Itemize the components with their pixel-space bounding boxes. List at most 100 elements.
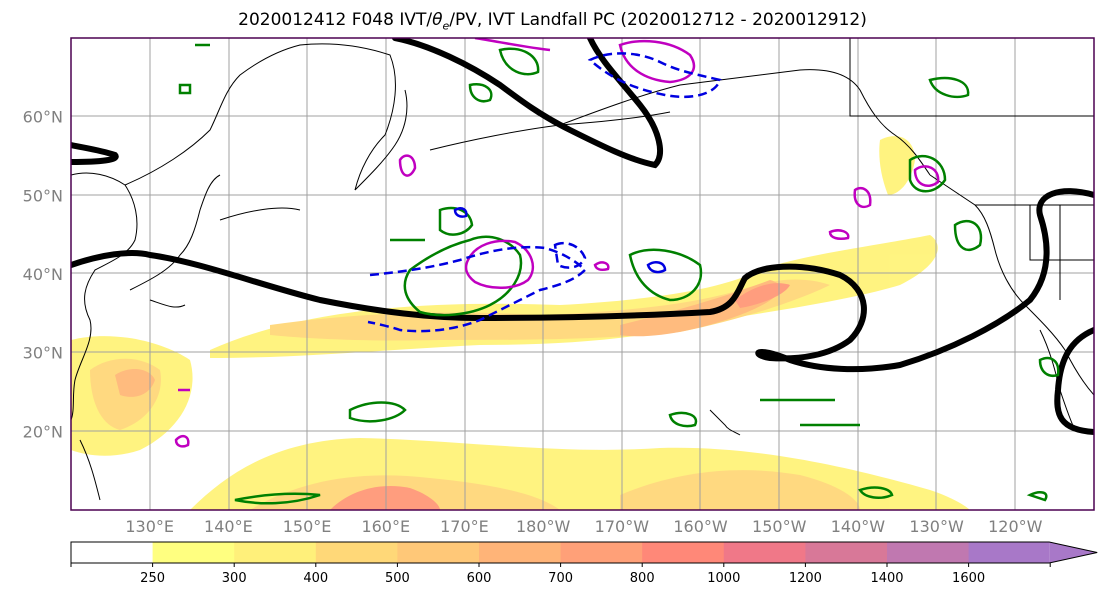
colorbar-swatch xyxy=(887,542,970,563)
coast-alaska xyxy=(559,69,931,176)
latitude-labels: 60°N 50°N 40°N 30°N 20°N xyxy=(23,108,63,442)
colorbar-swatch xyxy=(315,542,398,563)
ivt-shade-tropical-max xyxy=(330,486,440,510)
colorbar-swatch xyxy=(560,542,643,563)
lon-label: 130°W xyxy=(909,517,964,536)
colorbar-swatch xyxy=(479,542,562,563)
border-us-canada xyxy=(849,38,1094,117)
lon-label: 130°E xyxy=(125,517,174,536)
lon-label: 150°W xyxy=(752,517,807,536)
blue-solid-contour-1 xyxy=(646,261,667,274)
chart-title: 2020012412 F048 IVT/θe/PV, IVT Landfall … xyxy=(238,10,867,33)
colorbar-tick-label: 600 xyxy=(467,571,492,586)
colorbar-swatch xyxy=(968,542,1050,563)
colorbar-tick-label: 250 xyxy=(140,571,165,586)
magenta-contour-north-2 xyxy=(474,38,551,52)
map-frame xyxy=(70,37,1095,511)
colorbar-swatch xyxy=(723,542,806,563)
coast-philippines xyxy=(79,439,101,501)
blue-solid-contours xyxy=(453,207,667,274)
lat-label: 60°N xyxy=(23,108,63,127)
blue-contour-central-2 xyxy=(553,241,587,269)
colorbar-outline xyxy=(70,541,1098,564)
green-contour-small-1 xyxy=(178,83,192,95)
green-contour-small-3 xyxy=(668,411,698,428)
colorbar-tick-label: 1000 xyxy=(707,571,740,586)
colorbar-tick-label: 1200 xyxy=(789,571,822,586)
lon-label: 150°E xyxy=(283,517,332,536)
colorbar-tick-label: 700 xyxy=(548,571,573,586)
ivt-shade-central-max xyxy=(735,283,790,308)
lon-label: 140°E xyxy=(204,517,253,536)
colorbar-swatch xyxy=(234,542,317,563)
jet-contour-north xyxy=(392,38,663,169)
blue-contour-north xyxy=(587,52,722,99)
jet-contours xyxy=(71,38,1094,435)
lon-label: 160°W xyxy=(673,517,728,536)
graticule xyxy=(71,38,1094,510)
lon-label: 170°E xyxy=(440,517,489,536)
colorbar-tick-label: 800 xyxy=(630,571,655,586)
ivt-shade-pnw xyxy=(879,136,915,195)
jet-contour-main xyxy=(71,188,1094,373)
lon-label: 140°W xyxy=(831,517,886,536)
lat-label: 40°N xyxy=(23,265,63,284)
jet-contour-northwest xyxy=(71,142,119,165)
ivt-shading xyxy=(71,136,970,510)
green-contour-baja xyxy=(1038,356,1060,377)
colorbar-tick-label: 1400 xyxy=(870,571,903,586)
blue-contours xyxy=(367,52,722,333)
colorbar-extend-arrow xyxy=(1049,542,1098,563)
magenta-contour-pnw xyxy=(913,165,940,187)
coastlines xyxy=(71,38,1094,501)
green-contour-central-small xyxy=(438,206,474,236)
lon-label: 120°W xyxy=(988,517,1043,536)
blue-solid-contour-2 xyxy=(453,207,468,218)
coast-kamchatka xyxy=(354,89,408,191)
lat-label: 20°N xyxy=(23,422,63,441)
blue-contour-central xyxy=(367,245,587,333)
green-contour-tropical-2 xyxy=(858,486,894,499)
green-contour-north-1 xyxy=(498,47,540,76)
magenta-contour-central xyxy=(464,239,535,289)
border-states xyxy=(1029,205,1094,300)
magenta-contour-mid xyxy=(593,261,610,272)
ivt-shade-southwest-max xyxy=(115,368,155,397)
colorbar-tick-label: 500 xyxy=(385,571,410,586)
lat-label: 50°N xyxy=(23,186,63,205)
magenta-contour-east-2 xyxy=(828,229,850,240)
colorbar-swatch xyxy=(642,542,725,563)
coast-russia-east xyxy=(124,43,396,191)
theta-e-contours xyxy=(178,43,1060,505)
green-contour-mid-south xyxy=(348,401,407,423)
colorbar-swatch xyxy=(152,542,235,563)
green-contour-pnw-2 xyxy=(953,219,983,251)
lat-label: 30°N xyxy=(23,344,63,363)
colorbar-tick-label: 1600 xyxy=(952,571,985,586)
colorbar-swatch xyxy=(805,542,888,563)
green-contour-north-2 xyxy=(468,83,493,103)
magenta-contour-east xyxy=(853,186,872,209)
lon-label: 170°W xyxy=(595,517,650,536)
jet-contour-southeast xyxy=(1054,327,1094,435)
colorbar-swatch xyxy=(397,542,480,563)
green-contour-central-large xyxy=(403,235,523,317)
colorbar-tick-label: 300 xyxy=(222,571,247,586)
colorbar-tick-label: 400 xyxy=(303,571,328,586)
coast-hawaii xyxy=(709,409,741,436)
magenta-contour-west xyxy=(398,154,417,177)
green-contour-midright xyxy=(628,248,703,302)
green-contour-tropical-1 xyxy=(234,492,321,505)
ivt-shade-tropical-core-east xyxy=(620,470,860,510)
green-contour-pnw-3 xyxy=(928,76,970,99)
green-contour-pnw-1 xyxy=(908,154,947,193)
colorbar-swatch xyxy=(71,542,154,563)
longitude-labels: 130°E 140°E 150°E 160°E 170°E 180°W 170°W 160°W… xyxy=(125,517,1042,536)
coast-japan xyxy=(129,174,221,308)
magenta-contour-sw-1 xyxy=(174,434,190,448)
lon-label: 160°E xyxy=(361,517,410,536)
green-contour-east-1 xyxy=(1026,491,1048,502)
lon-label: 180°W xyxy=(516,517,571,536)
colorbar: 250 300 400 500 600 700 800 1000 1200 1400 1600 xyxy=(70,541,1098,586)
